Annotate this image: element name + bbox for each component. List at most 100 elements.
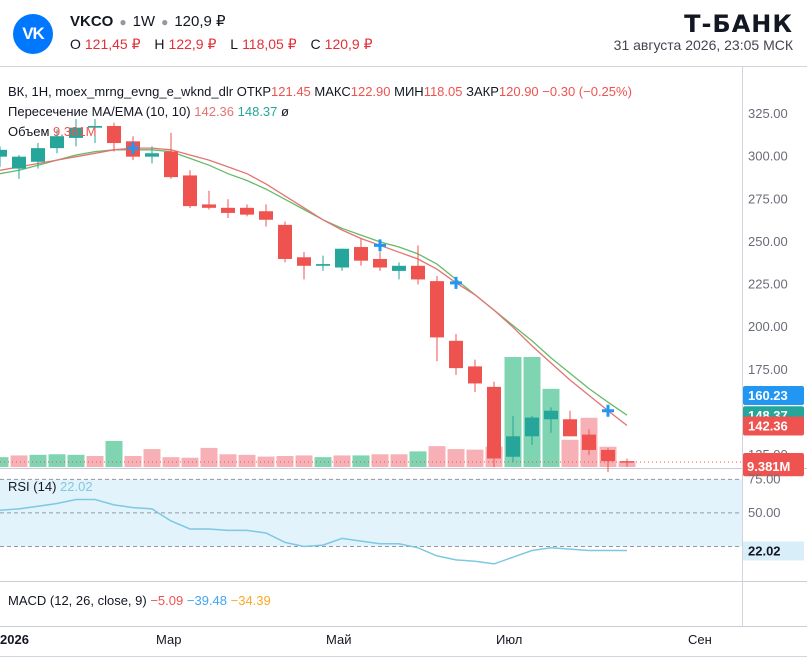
rsi-tag — [743, 541, 804, 561]
candle-body — [202, 204, 216, 208]
legend-ma-line: Пересечение MA/EMA (10, 10) 142.36 148.3… — [8, 104, 289, 119]
price-tick-label: 325.00 — [748, 106, 788, 121]
legend-part: ø — [281, 104, 289, 119]
legend-part: ОТКР — [237, 84, 271, 99]
volume-bar — [143, 449, 161, 467]
cross-marker — [602, 404, 614, 417]
candle-body — [31, 148, 45, 162]
rsi-tag-label: 22.02 — [748, 543, 781, 558]
legend-part: −34.39 — [231, 593, 271, 608]
brand-logo: Т-БАНК — [684, 10, 793, 38]
volume-bar — [200, 447, 218, 467]
ticker-line: VKCO ● 1W ● 120,9 ₽ — [70, 12, 226, 30]
volume-bar — [238, 454, 256, 467]
rsi-legend: RSI (14) 22.02 — [8, 479, 93, 494]
candle-body — [601, 449, 615, 462]
candle-body — [506, 436, 520, 457]
chart-background — [0, 66, 807, 657]
candle-body — [487, 386, 501, 459]
legend-part: −5.09 — [150, 593, 183, 608]
volume-bar — [219, 454, 237, 467]
interval[interactable]: 1W — [132, 13, 156, 30]
candle-body — [240, 207, 254, 215]
legend-part: 9.381M — [53, 124, 96, 139]
volume-bar — [67, 454, 85, 467]
legend-part: МАКС — [314, 84, 350, 99]
ohlc-low-key: L — [230, 36, 239, 52]
candle-body — [620, 461, 634, 463]
ohlc-open-value: 121,45 ₽ — [84, 36, 141, 52]
candle-body — [278, 224, 292, 259]
ema-line — [0, 149, 628, 416]
ohlc-line: O 121,45 ₽ H 122,9 ₽ L 118,05 ₽ C 120,9 ₽ — [70, 36, 383, 53]
symbol[interactable]: VKCO — [70, 13, 114, 30]
price-tick-label: 250.00 — [748, 234, 788, 249]
time-axis-label: 2026 — [0, 632, 29, 647]
rsi-tick-label: 75.00 — [748, 471, 781, 486]
candle-body — [221, 207, 235, 213]
price-tag — [743, 385, 804, 405]
candle-body — [563, 419, 577, 437]
candle-body — [582, 434, 596, 450]
candle-body — [259, 211, 273, 220]
separator-dot: ● — [119, 15, 127, 29]
ohlc-high-value: 122,9 ₽ — [168, 36, 217, 52]
volume-bar — [390, 454, 408, 467]
volume-bar — [333, 455, 351, 467]
volume-bar — [105, 440, 123, 467]
legend-part: Пересечение MA/EMA (10, 10) — [8, 104, 191, 119]
separator-dot: ● — [161, 15, 169, 29]
volume-bar — [561, 439, 579, 467]
legend-part: 121.45 — [271, 84, 311, 99]
vk-logo-text: VK — [22, 24, 45, 43]
time-axis-label: Июл — [496, 632, 522, 647]
legend-part: MACD (12, 26, close, 9) — [8, 593, 147, 608]
time-axis-label: Сен — [688, 632, 712, 647]
macd-legend: MACD (12, 26, close, 9) −5.09 −39.48 −34… — [8, 593, 271, 608]
cross-marker — [374, 239, 386, 252]
ohlc-high-key: H — [154, 36, 165, 52]
legend-part: 148.37 — [238, 104, 278, 119]
candle-body — [544, 410, 558, 420]
ohlc-low-value: 118,05 ₽ — [242, 36, 297, 52]
volume-bar — [162, 457, 180, 467]
candle-body — [392, 265, 406, 271]
chart-area[interactable]: 325.00 300.00 275.00 250.00 225.00 200.00 175.… — [0, 66, 807, 657]
volume-bar — [428, 446, 446, 467]
last-price: 120,9 ₽ — [174, 13, 226, 30]
chart-svg[interactable]: 325.00 300.00 275.00 250.00 225.00 200.00 175.… — [0, 66, 807, 657]
candle-body — [354, 247, 368, 261]
main-legend: ВК, 1Н, moex_mrng_evng_e_wknd_dlr ОТКР12… — [8, 84, 632, 139]
volume-bar — [409, 451, 427, 467]
cross-marker — [450, 276, 462, 289]
volume-bar — [276, 456, 294, 467]
ohlc-close-value: 120,9 ₽ — [324, 36, 373, 52]
volume-bar — [124, 456, 142, 467]
legend-part: Объем — [8, 124, 49, 139]
candle-body — [164, 151, 178, 178]
time-axis-label: Май — [326, 632, 351, 647]
candle-body — [411, 265, 425, 280]
vk-logo: VK — [13, 14, 53, 54]
price-tag-label: 160.23 — [748, 388, 788, 403]
legend-part: ЗАКР — [466, 84, 499, 99]
legend-part: RSI (14) — [8, 479, 56, 494]
price-tick-label: 225.00 — [748, 277, 788, 292]
volume-bar — [48, 454, 66, 467]
legend-part: −39.48 — [187, 593, 227, 608]
time-axis-label: Мар — [156, 632, 181, 647]
candle-body — [335, 248, 349, 268]
volume-bar — [447, 449, 465, 467]
legend-part: ВК, 1Н, moex_mrng_evng_e_wknd_dlr — [8, 84, 234, 99]
legend-part: 142.36 — [194, 104, 234, 119]
candle-body — [316, 264, 330, 266]
volume-bar — [86, 456, 104, 467]
candle-body — [183, 175, 197, 207]
volume-tag-label: 9.381M — [747, 459, 790, 474]
volume-bar — [314, 457, 332, 467]
cross-marker — [127, 142, 139, 155]
volume-bar — [371, 454, 389, 467]
legend-part: −0.30 (−0.25%) — [542, 84, 632, 99]
price-tick-label: 300.00 — [748, 149, 788, 164]
